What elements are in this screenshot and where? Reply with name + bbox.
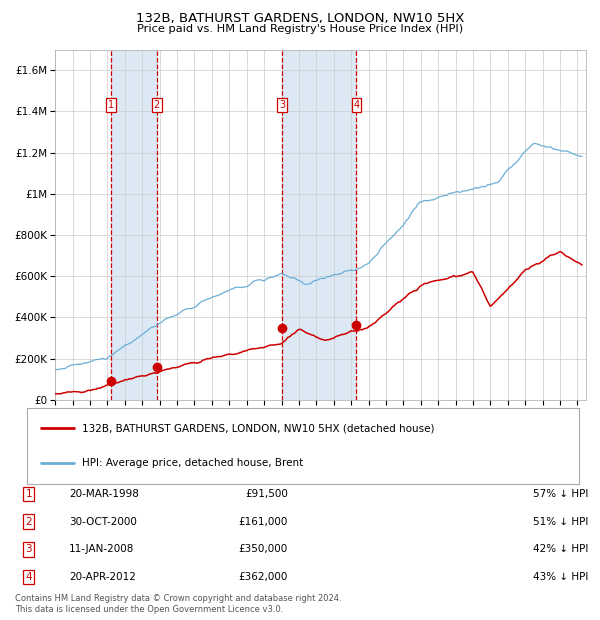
Text: £161,000: £161,000: [239, 516, 288, 527]
Text: 3: 3: [279, 100, 285, 110]
Text: 11-JAN-2008: 11-JAN-2008: [69, 544, 134, 554]
Text: This data is licensed under the Open Government Licence v3.0.: This data is licensed under the Open Gov…: [15, 604, 283, 614]
Text: 3: 3: [25, 544, 32, 554]
Text: 2: 2: [154, 100, 160, 110]
Text: 20-APR-2012: 20-APR-2012: [69, 572, 136, 582]
Text: Contains HM Land Registry data © Crown copyright and database right 2024.: Contains HM Land Registry data © Crown c…: [15, 593, 341, 603]
Text: 4: 4: [353, 100, 359, 110]
Text: £362,000: £362,000: [239, 572, 288, 582]
Text: 57% ↓ HPI: 57% ↓ HPI: [533, 489, 588, 499]
Text: 20-MAR-1998: 20-MAR-1998: [69, 489, 139, 499]
Text: 132B, BATHURST GARDENS, LONDON, NW10 5HX: 132B, BATHURST GARDENS, LONDON, NW10 5HX: [136, 12, 464, 25]
Text: 30-OCT-2000: 30-OCT-2000: [69, 516, 137, 527]
Bar: [111, 50, 157, 400]
Text: 1: 1: [108, 100, 115, 110]
Text: £350,000: £350,000: [239, 544, 288, 554]
Text: £91,500: £91,500: [245, 489, 288, 499]
Text: 42% ↓ HPI: 42% ↓ HPI: [533, 544, 588, 554]
Text: 2: 2: [25, 516, 32, 527]
Text: 1: 1: [25, 489, 32, 499]
Bar: [282, 50, 356, 400]
Text: 132B, BATHURST GARDENS, LONDON, NW10 5HX (detached house): 132B, BATHURST GARDENS, LONDON, NW10 5HX…: [82, 423, 434, 433]
Text: 51% ↓ HPI: 51% ↓ HPI: [533, 516, 588, 527]
Text: 4: 4: [25, 572, 32, 582]
Text: Price paid vs. HM Land Registry's House Price Index (HPI): Price paid vs. HM Land Registry's House …: [137, 24, 463, 33]
Text: HPI: Average price, detached house, Brent: HPI: Average price, detached house, Bren…: [82, 458, 304, 468]
Text: 43% ↓ HPI: 43% ↓ HPI: [533, 572, 588, 582]
